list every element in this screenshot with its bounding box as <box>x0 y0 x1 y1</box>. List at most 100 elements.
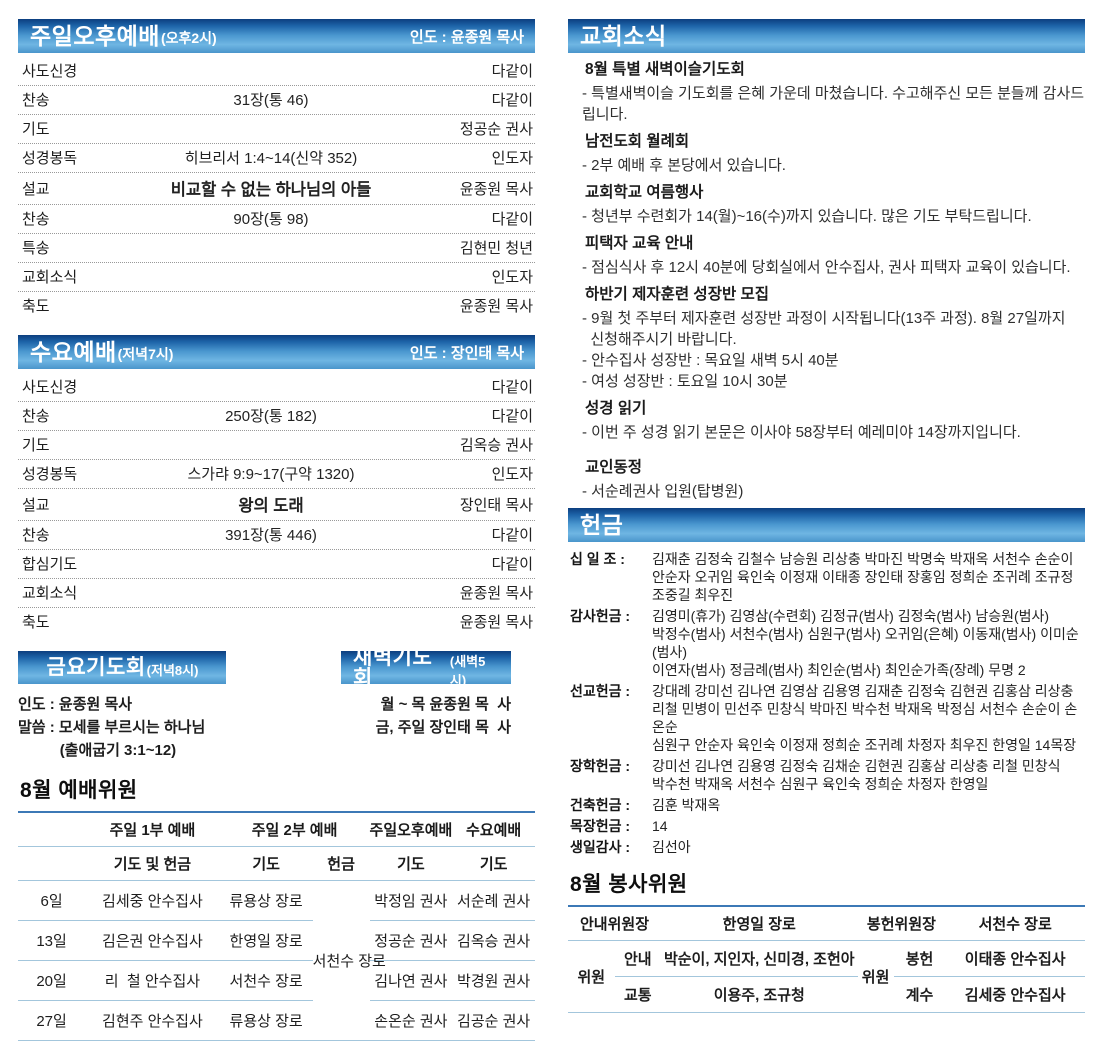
committee-cell: 류용상 장로 <box>219 1000 313 1041</box>
committee-cell: 김공순 권사 <box>452 1000 535 1041</box>
offering-line: 김훈 박재옥 <box>652 797 721 813</box>
order-row: 축도 윤종원 목사 <box>18 608 535 636</box>
column-header: 기도 <box>452 846 535 881</box>
church-news-header: 교회소식 <box>568 19 1085 53</box>
section-leader: 인도 : 윤종원 목사 <box>409 28 524 46</box>
order-item-label: 사도신경 <box>22 379 78 396</box>
order-item-label: 합심기도 <box>22 556 78 573</box>
sunday-afternoon-service-header: 주일오후예배 (오후2시) 인도 : 윤종원 목사 <box>18 19 535 53</box>
news-line: 신청해주시기 바랍니다. <box>582 331 737 348</box>
committee-cell: 박경원 권사 <box>452 960 535 1001</box>
offering-line: 김선아 <box>652 839 691 855</box>
column-header <box>18 812 86 847</box>
offering-label: 건축헌금 : <box>570 797 631 813</box>
order-item-label: 특송 <box>22 240 50 257</box>
committee-cell: 박정임 권사 <box>369 880 453 921</box>
date-cell: 27일 <box>18 1000 86 1041</box>
committee-cell: 정공순 권사 <box>369 920 453 961</box>
offering-line: 14 <box>652 818 668 834</box>
committee-cell: 김현주 안수집사 <box>85 1000 220 1041</box>
offering-label: 선교헌금 : <box>570 683 631 699</box>
friday-prayer-details: 인도 : 윤종원 목사 말씀 : 모세를 부르시는 하나님 (출애굽기 3:1~1… <box>18 693 318 762</box>
offering-line: 박수천 박재옥 서천수 심원구 육인숙 정희순 차정자 한영일 <box>652 776 989 792</box>
order-item-person: 정공순 권사 <box>459 121 533 138</box>
order-item-label: 성경봉독 <box>22 150 78 167</box>
column-header: 헌금 <box>312 846 370 881</box>
offering-entry: 선교헌금 : 강대례 강미선 김나연 김영삼 김용영 김재춘 김정숙 김현권 김홍… <box>570 682 1085 754</box>
dawn-prayer-section: 새벽기도회 (새벽5시) 월 ~ 목 윤종원 목 사 금, 주일 장인태 목 사 <box>341 647 511 762</box>
chair-name-cell: 서천수 장로 <box>945 906 1085 941</box>
column-header: 주일 1부 예배 <box>85 812 220 847</box>
date-cell: 6일 <box>18 880 86 921</box>
order-row: 찬송 90장(통 98) 다같이 <box>18 205 535 234</box>
date-cell: 13일 <box>18 920 86 961</box>
order-item-detail: 90장(통 98) <box>233 211 309 228</box>
news-line: - 청년부 수련회가 14(월)~16(수)까지 있습니다. 많은 기도 부탁드… <box>582 208 1032 225</box>
section-title: 교회소식 <box>580 22 667 49</box>
news-heading: 하반기 제자훈련 성장반 모집 <box>585 286 770 303</box>
order-row: 성경봉독 스가랴 9:9~17(구약 1320) 인도자 <box>18 460 535 489</box>
order-item-person: 김옥승 권사 <box>459 437 533 454</box>
order-item-label: 축도 <box>22 614 50 631</box>
names-cell: 이태종 안수집사 <box>945 940 1085 977</box>
news-line: - 여성 성장반 : 토요일 10시 30분 <box>582 373 788 390</box>
order-item-person: 윤종원 목사 <box>459 614 533 631</box>
order-item-detail: 스가랴 9:9~17(구약 1320) <box>187 466 355 483</box>
order-item-label: 기도 <box>22 437 50 454</box>
order-item-person: 다같이 <box>491 527 533 544</box>
offering-header: 헌금 <box>568 508 1085 542</box>
order-row: 설교 비교할 수 없는 하나님의 아들 윤종원 목사 <box>18 173 535 205</box>
committee-cell: 서천수 장로 <box>219 960 313 1001</box>
order-item-person: 인도자 <box>491 466 533 483</box>
section-time: (오후2시) <box>160 30 217 46</box>
order-item-label: 설교 <box>22 496 50 514</box>
prayer-meetings-row: 금요기도회 (저녁8시) 인도 : 윤종원 목사 말씀 : 모세를 부르시는 하나… <box>18 647 535 762</box>
column-header: 기도 및 헌금 <box>85 846 220 881</box>
order-item-label: 성경봉독 <box>22 466 78 483</box>
offering-lines: 김영미(휴가) 김영삼(수련회) 김정규(범사) 김정숙(범사) 남승원(범사)… <box>652 607 1085 679</box>
news-heading: 8월 특별 새벽이슬기도회 <box>585 61 745 78</box>
order-item-detail: 250장(통 182) <box>225 408 317 425</box>
role-cell: 계수 <box>893 976 946 1013</box>
order-item-person: 다같이 <box>491 63 533 80</box>
order-item-detail: 왕의 도래 <box>238 497 304 515</box>
order-row: 사도신경 다같이 <box>18 373 535 402</box>
offering-entry: 생일감사 : 김선아 <box>570 838 1085 856</box>
order-item-person: 윤종원 목사 <box>459 585 533 602</box>
news-heading: 남전도회 월례회 <box>585 133 690 150</box>
offering-line: 안순자 오귀임 육인숙 이정재 이태종 장인태 장홍임 정희순 조귀례 조규정 <box>652 569 1074 585</box>
order-item-person: 다같이 <box>491 556 533 573</box>
offering-line: 강대례 강미선 김나연 김영삼 김용영 김재춘 김정숙 김현권 김홍삼 리상충 <box>652 683 1074 699</box>
prayer-line: (출애굽기 3:1~12) <box>18 742 177 759</box>
column-header <box>18 846 86 881</box>
order-row: 설교 왕의 도래 장인태 목사 <box>18 489 535 521</box>
order-row: 찬송 391장(통 446) 다같이 <box>18 521 535 550</box>
order-item-person: 다같이 <box>491 92 533 109</box>
table-row: 6일 김세중 안수집사 류용상 장로 서천수 장로 박정임 권사 서순례 권사 <box>18 880 535 1041</box>
section-title: 금요기도회 <box>46 656 146 679</box>
offering-entry: 십 일 조 : 김재춘 김정숙 김철수 남승원 리상충 박마진 박명숙 박재옥 서… <box>570 550 1085 604</box>
offering-label: 생일감사 : <box>570 839 631 855</box>
news-line: - 2부 예배 후 본당에서 있습니다. <box>582 157 786 174</box>
offering-list: 십 일 조 : 김재춘 김정숙 김철수 남승원 리상충 박마진 박명숙 박재옥 서… <box>568 550 1085 856</box>
news-item: 교인동정 - 서순례권사 입원(탑병원) <box>582 457 1085 502</box>
order-row: 특송 김현민 청년 <box>18 234 535 263</box>
news-item: 교회학교 여름행사 - 청년부 수련회가 14(월)~16(수)까지 있습니다. … <box>582 182 1085 227</box>
wednesday-service-header: 수요예배 (저녁7시) 인도 : 장인태 목사 <box>18 335 535 369</box>
news-item: 성경 읽기 - 이번 주 성경 읽기 본문은 이사야 58장부터 예레미야 14장… <box>582 398 1085 443</box>
order-row: 교회소식 인도자 <box>18 263 535 292</box>
section-time: (저녁7시) <box>117 346 174 362</box>
offering-line: 리철 민병이 민선주 민창식 박마진 박수천 박재옥 박정심 서천수 손순이 손… <box>652 701 1078 735</box>
dawn-prayer-details: 월 ~ 목 윤종원 목 사 금, 주일 장인태 목 사 <box>341 693 511 739</box>
left-column: 주일오후예배 (오후2시) 인도 : 윤종원 목사 사도신경 다같이 찬송 31장(통… <box>18 19 535 1041</box>
order-item-person: 윤종원 목사 <box>459 180 533 198</box>
order-of-worship: 사도신경 다같이 찬송 250장(통 182) 다같이 기도 김옥승 권사 성경봉독 스가랴 9… <box>18 373 535 636</box>
section-title: 헌금 <box>580 511 624 538</box>
friday-prayer-header: 금요기도회 (저녁8시) <box>18 651 226 684</box>
news-line: - 이번 주 성경 읽기 본문은 이사야 58장부터 예레미야 14장까지입니다… <box>582 424 1021 441</box>
order-item-detail: 비교할 수 없는 하나님의 아들 <box>170 181 372 199</box>
column-header: 주일오후예배 <box>369 812 452 847</box>
order-row: 합심기도 다같이 <box>18 550 535 579</box>
offering-entry: 감사헌금 : 김영미(휴가) 김영삼(수련회) 김정규(범사) 김정숙(범사) 남… <box>570 607 1085 679</box>
